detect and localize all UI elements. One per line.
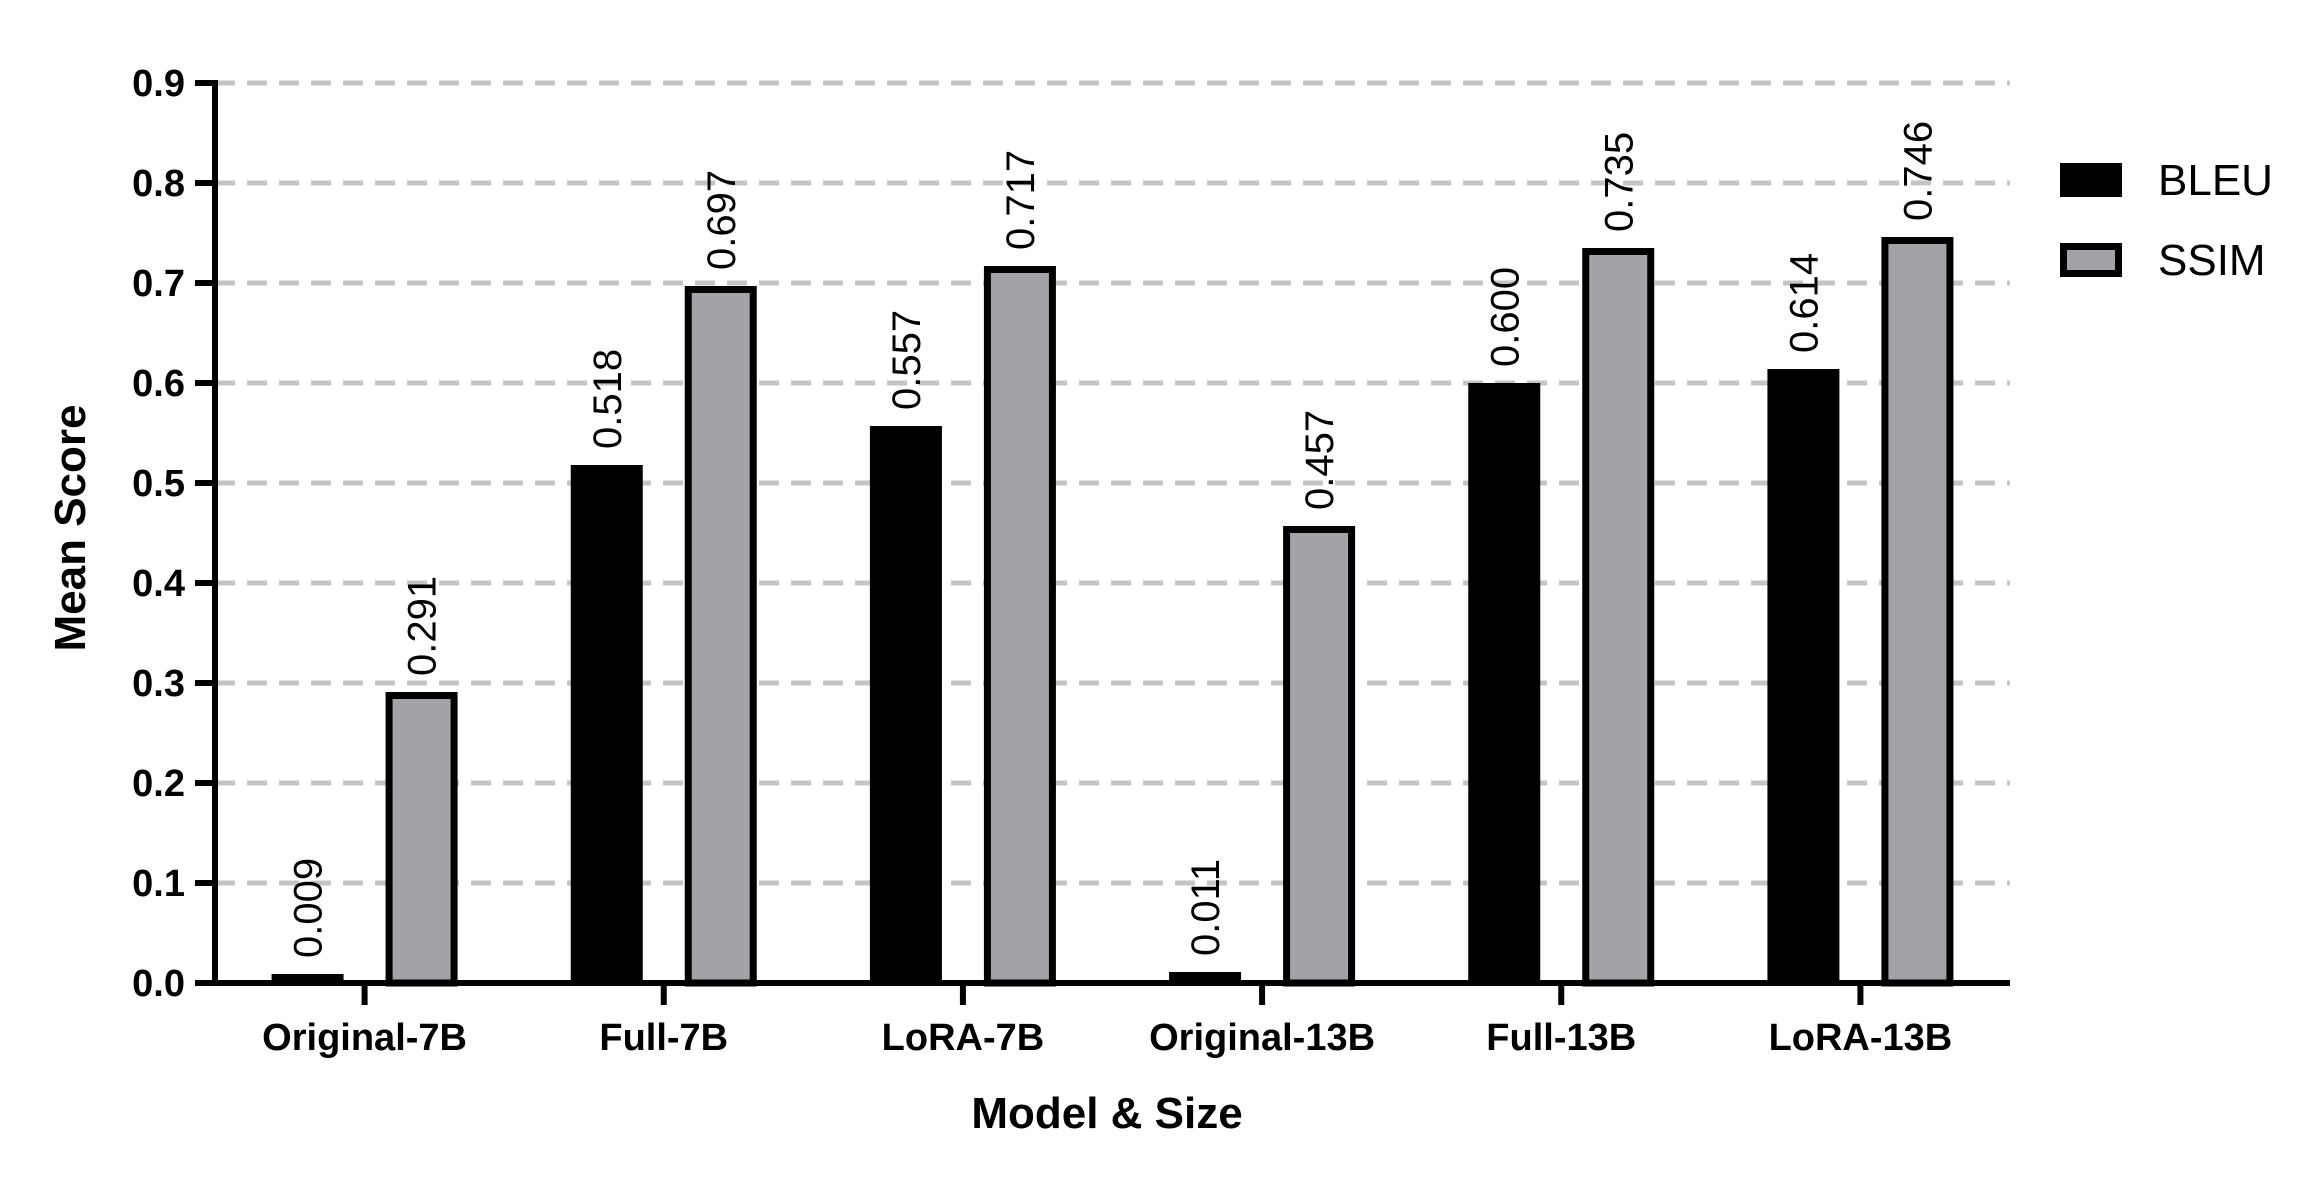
x-tick-label: LoRA-7B [882, 1017, 1045, 1059]
y-tick-label: 0.5 [132, 463, 185, 505]
data-label: 0.735 [1597, 132, 1641, 232]
bar-bleu [271, 974, 344, 983]
y-tick-label: 0.3 [132, 663, 185, 705]
data-label: 0.291 [401, 576, 445, 676]
bar-ssim [983, 266, 1056, 987]
x-tick-label: LoRA-13B [1769, 1017, 1953, 1059]
x-tick-label: Full-13B [1486, 1017, 1636, 1059]
x-tick-label: Full-7B [599, 1017, 728, 1059]
data-label: 0.011 [1184, 859, 1228, 956]
y-tick-label: 0.9 [132, 63, 185, 105]
data-label: 0.717 [999, 150, 1043, 250]
legend: BLEU SSIM [2060, 156, 2273, 285]
axes: 0.0 0.1 0.2 0.3 0.4 0.5 0.6 0.7 0.8 0.9 Original-7… [132, 63, 2010, 1059]
y-tick-label: 0.8 [132, 163, 185, 205]
y-tick-label: 0.0 [132, 963, 185, 1005]
legend-label-ssim: SSIM [2158, 236, 2266, 285]
data-label: 0.457 [1298, 410, 1342, 510]
y-axis-title: Mean Score [46, 405, 95, 652]
x-tick-label: Original-13B [1149, 1017, 1375, 1059]
y-tick-label: 0.1 [132, 863, 185, 905]
bar-bleu [1468, 383, 1541, 983]
bar-bleu [1169, 972, 1242, 983]
data-labels: 0.009 0.291 0.518 0.697 0.557 0.717 0.011 0.457… [287, 121, 1941, 958]
data-label: 0.614 [1782, 253, 1826, 353]
data-label: 0.600 [1483, 267, 1527, 367]
x-tick-label: Original-7B [262, 1017, 467, 1059]
bar-bleu [570, 465, 643, 983]
y-tick-label: 0.6 [132, 363, 185, 405]
y-tick-label: 0.7 [132, 263, 185, 305]
bars [271, 237, 1954, 987]
data-label: 0.557 [885, 310, 929, 410]
data-label: 0.518 [586, 349, 630, 449]
bar-ssim [1582, 248, 1655, 987]
x-axis-title: Model & Size [971, 1089, 1242, 1138]
y-tick-label: 0.4 [132, 563, 185, 605]
data-label: 0.009 [287, 858, 331, 958]
bar-bleu [1767, 369, 1840, 983]
legend-label-bleu: BLEU [2158, 156, 2273, 205]
legend-swatch-bleu [2060, 163, 2122, 197]
gridlines [215, 80, 2010, 886]
bar-ssim [1283, 526, 1356, 987]
data-label: 0.697 [700, 170, 744, 270]
bar-ssim [1881, 237, 1954, 987]
bar-ssim [684, 286, 757, 987]
legend-swatch-ssim [2060, 243, 2122, 277]
y-tick-label: 0.2 [132, 763, 185, 805]
bar-bleu [869, 426, 942, 983]
bar-ssim [385, 692, 458, 987]
data-label: 0.746 [1896, 121, 1940, 221]
